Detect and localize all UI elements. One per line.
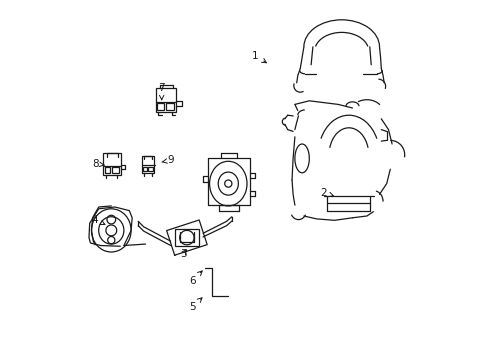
Bar — [103, 153, 121, 175]
Bar — [142, 156, 154, 173]
Text: 5: 5 — [188, 298, 202, 312]
Bar — [104, 167, 110, 173]
Text: 6: 6 — [188, 271, 202, 286]
Text: 2: 2 — [320, 188, 333, 198]
Bar — [157, 103, 163, 110]
Bar — [142, 167, 147, 171]
Bar — [175, 229, 199, 246]
Bar — [148, 167, 153, 171]
Text: 3: 3 — [180, 249, 186, 259]
Text: 7: 7 — [158, 83, 164, 100]
Bar — [112, 167, 119, 173]
Text: 4: 4 — [92, 215, 105, 225]
Text: 8: 8 — [92, 159, 104, 169]
Bar — [166, 103, 174, 110]
Text: 9: 9 — [162, 155, 174, 165]
Text: 1: 1 — [251, 51, 266, 63]
Bar — [155, 88, 176, 112]
